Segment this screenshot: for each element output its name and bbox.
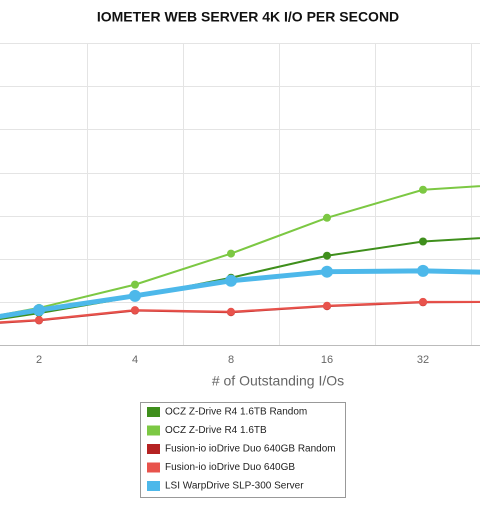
x-axis-label: # of Outstanding I/Os: [212, 373, 344, 389]
data-point: [225, 274, 237, 287]
plot-area: [0, 185, 480, 325]
data-point: [323, 301, 331, 310]
legend-swatch: [147, 462, 160, 473]
legend-label: OCZ Z-Drive R4 1.6TB: [165, 425, 267, 436]
legend-swatch: [147, 407, 160, 417]
data-point: [35, 315, 43, 324]
data-point: [129, 289, 141, 302]
legend-swatch: [147, 481, 160, 491]
data-point: [419, 237, 427, 246]
data-point: [323, 251, 331, 260]
legend-swatch: [147, 425, 160, 436]
x-tick-label: 16: [321, 354, 333, 366]
data-point: [417, 264, 429, 277]
legend-label: Fusion-io ioDrive Duo 640GB: [165, 462, 295, 473]
x-tick-label: 8: [228, 354, 234, 366]
data-point: [419, 185, 427, 194]
x-tick-label: 4: [132, 354, 138, 366]
legend-swatch: [147, 444, 160, 454]
data-point: [33, 304, 45, 317]
data-point: [131, 306, 139, 315]
data-point: [131, 280, 139, 289]
legend: OCZ Z-Drive R4 1.6TB Random OCZ Z-Drive R…: [147, 407, 336, 492]
chart-title: IOMETER WEB SERVER 4K I/O PER SECOND: [97, 9, 399, 25]
data-point: [323, 213, 331, 222]
legend-box: [140, 402, 346, 498]
data-point: [419, 297, 427, 306]
legend-label: OCZ Z-Drive R4 1.6TB Random: [165, 407, 307, 418]
data-point: [227, 307, 235, 316]
data-point: [321, 265, 333, 278]
legend-label: Fusion-io ioDrive Duo 640GB Random: [165, 444, 336, 455]
data-point: [227, 249, 235, 258]
x-tick-label: 32: [417, 354, 429, 366]
legend-label: LSI WarpDrive SLP-300 Server: [165, 481, 304, 492]
x-tick-label: 2: [36, 354, 42, 366]
